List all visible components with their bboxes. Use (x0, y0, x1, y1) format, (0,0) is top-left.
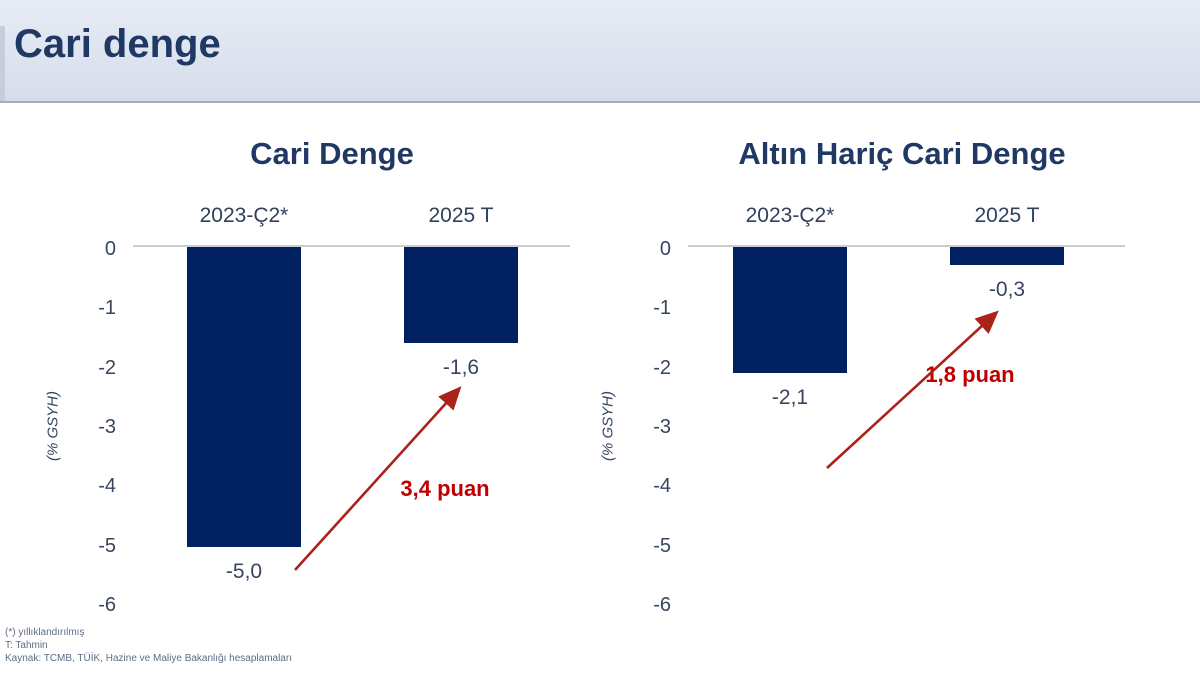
y-tick-label: -4 (98, 475, 116, 498)
category-label: 2023-Ç2* (745, 204, 835, 227)
value-label: -0,3 (988, 278, 1026, 301)
bar (404, 247, 518, 343)
y-tick-label: -6 (98, 593, 116, 616)
y-tick-label: -3 (653, 415, 671, 438)
y-tick-label: -1 (653, 297, 671, 320)
category-label: 2025 T (428, 204, 494, 227)
zero-axis-line (133, 245, 570, 247)
slide-header: Cari denge (0, 0, 1200, 103)
y-tick-label: -4 (653, 475, 671, 498)
y-tick-label: -2 (98, 356, 116, 379)
y-tick-label: -5 (653, 534, 671, 557)
annotation-label: 3,4 puan (400, 476, 490, 501)
annotation-label: 1,8 puan (925, 362, 1015, 387)
y-tick-label: -2 (653, 356, 671, 379)
footnotes: (*) yıllıklandırılmış T: Tahmin Kaynak: … (5, 626, 292, 665)
slide-title: Cari denge (14, 22, 221, 66)
footnote-forecast: T: Tahmin (5, 640, 48, 651)
y-tick-label: -5 (98, 534, 116, 557)
y-tick-label: -1 (98, 297, 116, 320)
footnote-annualized: (*) yıllıklandırılmış (5, 627, 85, 638)
value-label: -1,6 (442, 356, 480, 379)
y-tick-label: -3 (98, 415, 116, 438)
category-label: 2023-Ç2* (199, 204, 289, 227)
footnote-source: Kaynak: TCMB, TÜİK, Hazine ve Maliye Bak… (5, 653, 292, 664)
bar (187, 247, 301, 547)
zero-axis-line (688, 245, 1125, 247)
category-label: 2025 T (974, 204, 1040, 227)
chart-title-altin-haric: Altın Hariç Cari Denge (738, 136, 1066, 171)
y-tick-label: 0 (104, 238, 116, 260)
bar (733, 247, 847, 373)
value-label: -5,0 (225, 560, 263, 583)
value-label: -2,1 (771, 386, 809, 409)
bar (950, 247, 1064, 265)
y-tick-label: 0 (659, 238, 671, 260)
header-accent-strip (0, 26, 5, 101)
chart-title-cari-denge: Cari Denge (250, 136, 414, 171)
y-tick-label: -6 (653, 593, 671, 616)
